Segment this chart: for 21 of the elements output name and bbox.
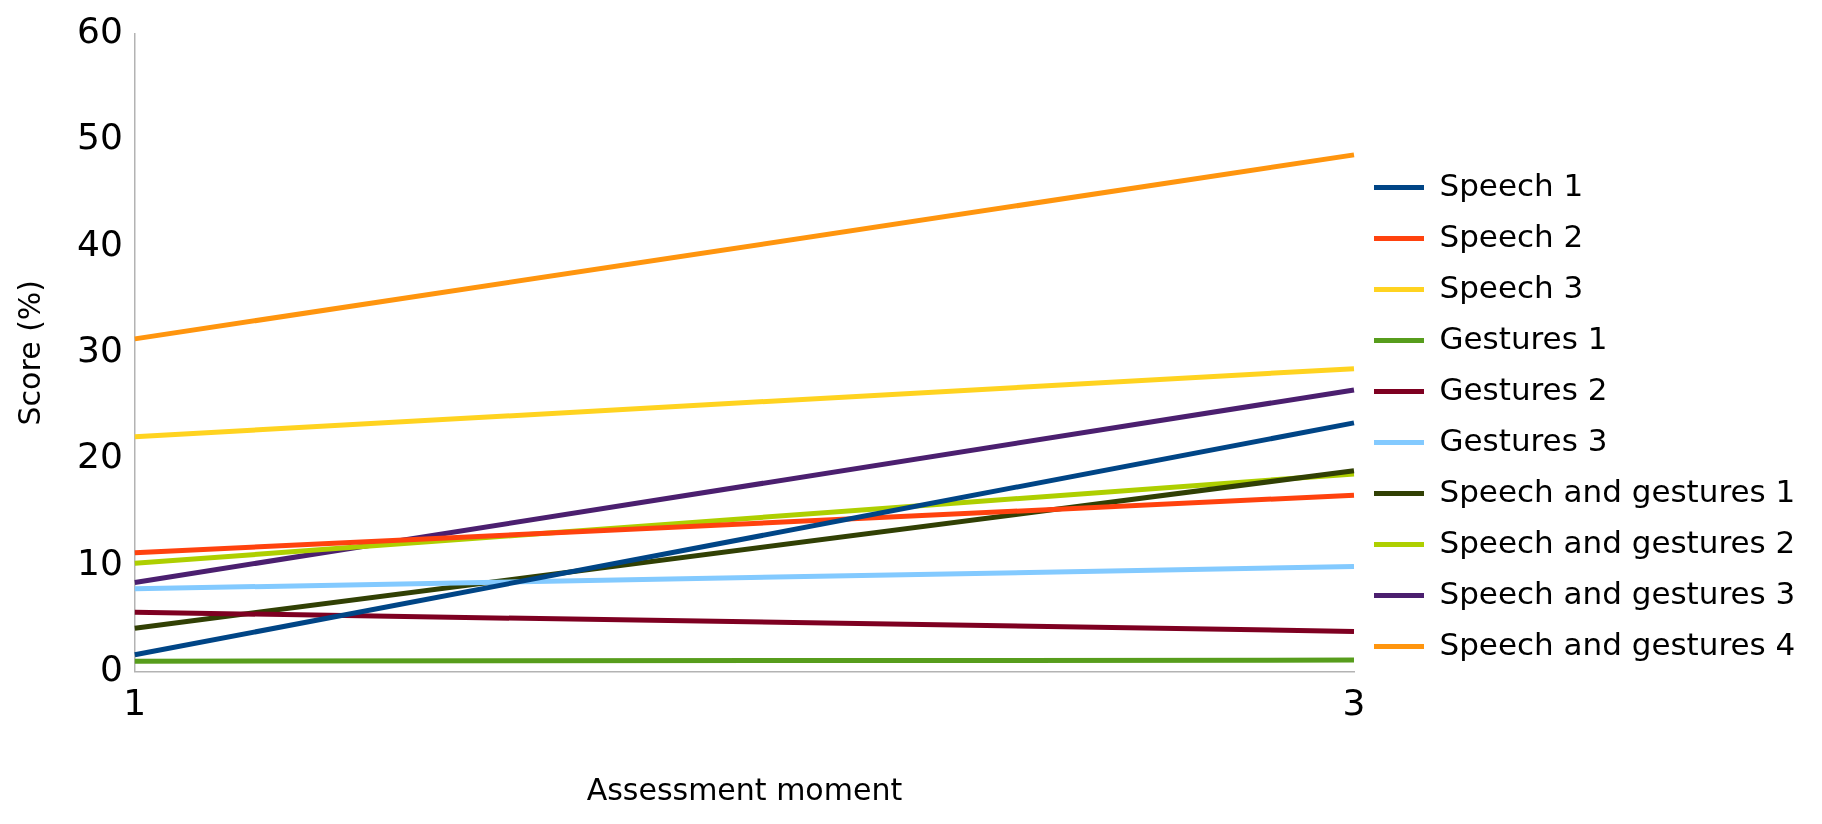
- legend-label: Gestures 1: [1439, 319, 1608, 356]
- legend-label: Gestures 3: [1439, 421, 1608, 458]
- y-tick-label: 60: [77, 9, 123, 51]
- legend-label: Speech 2: [1439, 217, 1584, 254]
- legend-label: Speech and gestures 4: [1439, 625, 1796, 662]
- legend-label: Gestures 2: [1439, 370, 1608, 407]
- x-tick-label: 1: [123, 681, 147, 723]
- x-tick-label: 3: [1342, 681, 1366, 723]
- legend-label: Speech 3: [1439, 268, 1584, 305]
- y-tick-label: 50: [77, 116, 123, 158]
- y-tick-label: 0: [99, 648, 123, 690]
- legend-label: Speech and gestures 3: [1439, 574, 1796, 611]
- y-tick-label: 40: [77, 222, 123, 264]
- y-tick-label: 20: [77, 435, 123, 477]
- y-tick-label: 30: [77, 329, 123, 371]
- legend-label: Speech and gestures 1: [1439, 472, 1796, 509]
- y-tick-label: 10: [77, 541, 123, 583]
- legend-label: Speech 1: [1439, 166, 1584, 203]
- y-axis-title: Score (%): [11, 279, 47, 426]
- legend-label: Speech and gestures 2: [1439, 523, 1796, 560]
- x-axis-title: Assessment moment: [586, 771, 903, 807]
